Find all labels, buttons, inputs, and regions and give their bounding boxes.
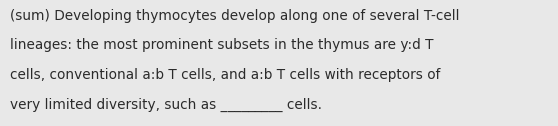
Text: (sum) Developing thymocytes develop along one of several T-cell: (sum) Developing thymocytes develop alon… [10, 9, 460, 23]
Text: very limited diversity, such as _________ cells.: very limited diversity, such as ________… [10, 98, 322, 112]
Text: lineages: the most prominent subsets in the thymus are y:d T: lineages: the most prominent subsets in … [10, 38, 434, 52]
Text: cells, conventional a:b T cells, and a:b T cells with receptors of: cells, conventional a:b T cells, and a:b… [10, 68, 440, 82]
